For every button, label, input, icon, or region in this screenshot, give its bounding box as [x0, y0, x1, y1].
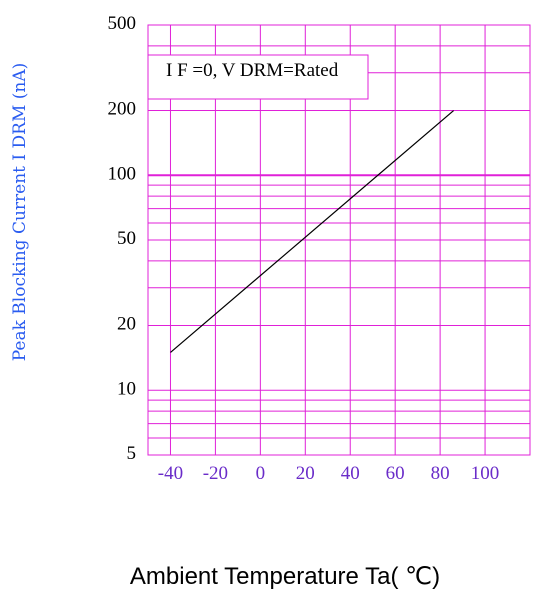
x-tick-label: 60: [386, 463, 405, 484]
x-tick-label: 0: [256, 463, 266, 484]
x-tick-label: 40: [341, 463, 360, 484]
annotation-box: [147, 54, 369, 100]
condition-annotation: I F =0, V DRM=Rated: [166, 60, 339, 81]
y-tick-label: 50: [117, 228, 136, 249]
x-tick-label: -20: [203, 463, 228, 484]
y-tick-label: 200: [108, 99, 137, 120]
y-tick-label: 20: [117, 314, 136, 335]
tick-labels: 5 10 20 50 100 200 500 -40 -20 0 20 40 60 80 100: [108, 13, 500, 484]
y-tick-label: 5: [127, 443, 137, 464]
data-series: [170, 110, 454, 353]
x-tick-label: 80: [431, 463, 450, 484]
y-tick-label: 10: [117, 378, 136, 399]
series-line: [170, 110, 454, 353]
chart-grid: [147, 24, 531, 456]
x-tick-label: 100: [471, 463, 500, 484]
x-tick-label: -40: [158, 463, 183, 484]
x-axis-label: Ambient Temperature Ta( ℃): [129, 563, 441, 590]
x-tick-label: 20: [296, 463, 315, 484]
y-tick-label: 500: [108, 13, 137, 34]
y-tick-label: 100: [108, 163, 137, 184]
